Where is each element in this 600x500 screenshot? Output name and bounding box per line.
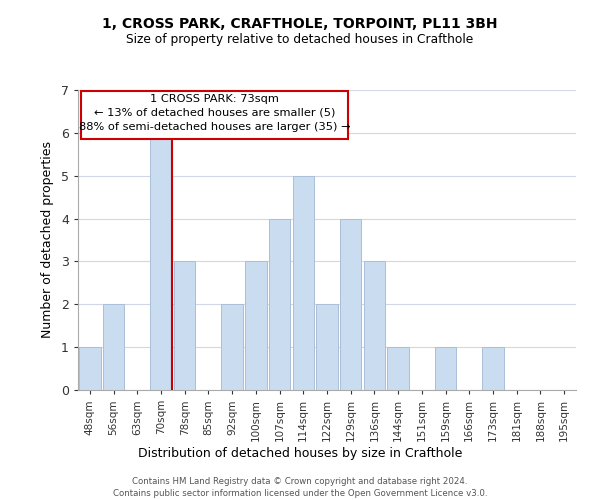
Bar: [103, 304, 124, 390]
Bar: [340, 218, 361, 390]
Bar: [364, 262, 385, 390]
Text: 1 CROSS PARK: 73sqm
← 13% of detached houses are smaller (5)
88% of semi-detache: 1 CROSS PARK: 73sqm ← 13% of detached ho…: [79, 94, 350, 132]
Bar: [245, 262, 266, 390]
Text: Contains HM Land Registry data © Crown copyright and database right 2024.: Contains HM Land Registry data © Crown c…: [132, 478, 468, 486]
Bar: [482, 347, 503, 390]
Text: Size of property relative to detached houses in Crafthole: Size of property relative to detached ho…: [127, 32, 473, 46]
Bar: [316, 304, 338, 390]
Text: Distribution of detached houses by size in Crafthole: Distribution of detached houses by size …: [138, 448, 462, 460]
Bar: [81, 91, 349, 140]
Bar: [221, 304, 243, 390]
Bar: [151, 133, 172, 390]
Bar: [388, 347, 409, 390]
Text: Contains public sector information licensed under the Open Government Licence v3: Contains public sector information licen…: [113, 489, 487, 498]
Bar: [79, 347, 101, 390]
Y-axis label: Number of detached properties: Number of detached properties: [41, 142, 54, 338]
Bar: [174, 262, 196, 390]
Bar: [293, 176, 314, 390]
Bar: [269, 218, 290, 390]
Text: 1, CROSS PARK, CRAFTHOLE, TORPOINT, PL11 3BH: 1, CROSS PARK, CRAFTHOLE, TORPOINT, PL11…: [102, 18, 498, 32]
Bar: [435, 347, 456, 390]
